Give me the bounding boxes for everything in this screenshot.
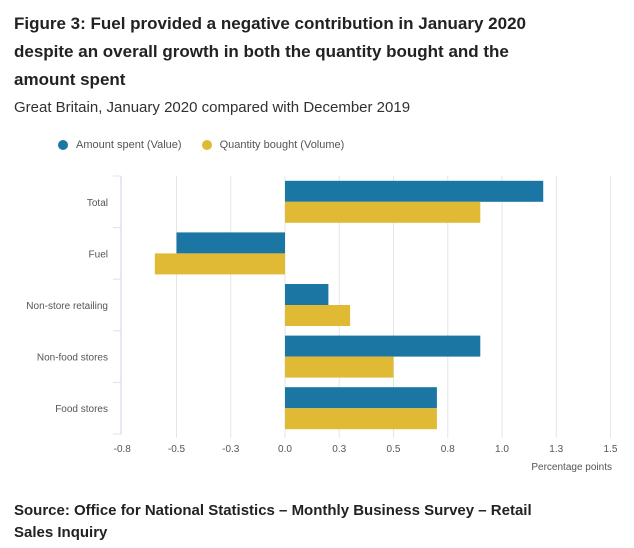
category-label: Non-store retailing [26, 301, 108, 312]
bar-volume [285, 408, 437, 430]
legend-item-volume[interactable]: Quantity bought (Volume) [201, 139, 345, 151]
category-label: Fuel [89, 249, 108, 260]
x-tick-label: 1.5 [604, 444, 618, 455]
bar-value [285, 284, 329, 305]
x-tick-label: 1.3 [549, 444, 563, 455]
bar-value [285, 335, 481, 357]
legend-dot-volume [201, 140, 212, 150]
chart-subtitle: Great Britain, January 2020 compared wit… [14, 99, 411, 116]
bar-value [285, 387, 437, 409]
legend-item-value[interactable]: Amount spent (Value) [58, 139, 182, 151]
legend-dot-value [58, 140, 68, 150]
x-tick-label: -0.3 [222, 444, 240, 455]
x-tick-label: -0.8 [114, 444, 132, 455]
legend-label-value: Amount spent (Value) [76, 139, 182, 151]
source-note: Source: Office for National Statistics –… [14, 502, 532, 541]
category-label: Total [87, 198, 108, 209]
x-tick-label: 1.0 [495, 444, 509, 455]
legend: Amount spent (Value) Quantity bought (Vo… [58, 139, 364, 151]
bar-volume [285, 201, 481, 223]
bar-value [176, 232, 285, 254]
x-tick-label: 0.5 [387, 444, 401, 455]
x-axis-title: Percentage points [531, 462, 612, 473]
category-label: Non-food stores [37, 353, 108, 364]
bar-volume [285, 356, 394, 378]
legend-label-volume: Quantity bought (Volume) [219, 139, 345, 151]
x-tick-label: 0.0 [278, 444, 292, 455]
x-tick-label: -0.5 [168, 444, 186, 455]
category-label: Food stores [55, 404, 108, 415]
chart-title: Figure 3: Fuel provided a negative contr… [14, 14, 527, 89]
bar-value [285, 180, 544, 202]
x-tick-label: 0.3 [332, 444, 346, 455]
x-tick-label: 0.8 [441, 444, 455, 455]
bar-volume [285, 305, 351, 326]
bar-volume [154, 253, 285, 275]
